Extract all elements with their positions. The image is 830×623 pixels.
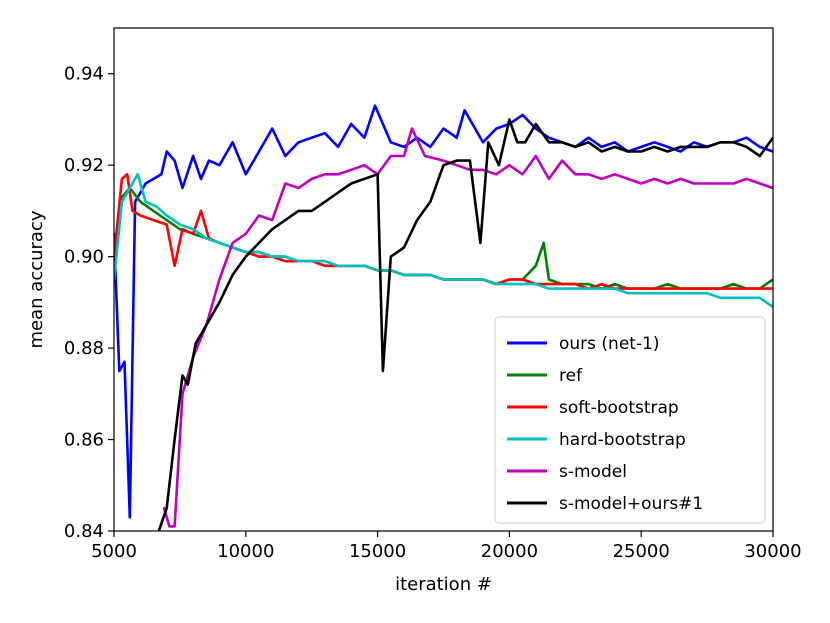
series-line-3 — [114, 173, 773, 309]
x-tick-label-1: 10000 — [217, 541, 274, 562]
series-line-4 — [162, 127, 773, 528]
y-tick-label-1: 0.86 — [64, 430, 104, 451]
legend-label-3: hard-bootstrap — [559, 430, 686, 450]
x-axis-label: iteration # — [395, 574, 492, 595]
legend-label-2: soft-bootstrap — [559, 398, 679, 418]
legend: ours (net-1) ref soft-bootstrap hard-bootst… — [494, 316, 766, 524]
y-tick-label-5: 0.94 — [64, 64, 104, 85]
legend-box — [494, 316, 766, 524]
y-tick-label-3: 0.90 — [64, 247, 104, 268]
y-axis: 0.84 0.86 0.88 0.90 0.92 0.94 — [64, 64, 114, 542]
series-layer — [114, 104, 773, 531]
x-tick-label-5: 30000 — [744, 541, 801, 562]
x-tick-label-2: 15000 — [349, 541, 406, 562]
y-tick-label-4: 0.92 — [64, 155, 104, 176]
y-tick-label-2: 0.88 — [64, 338, 104, 359]
series-line-5 — [157, 118, 773, 531]
legend-label-4: s-model — [559, 462, 627, 482]
plot-frame — [113, 27, 774, 532]
legend-label-1: ref — [559, 366, 583, 386]
x-tick-label-4: 25000 — [613, 541, 670, 562]
x-tick-label-3: 20000 — [481, 541, 538, 562]
legend-label-5: s-model+ours#1 — [559, 494, 703, 514]
series-line-0 — [114, 104, 773, 519]
x-axis: 5000 10000 15000 20000 25000 30000 — [91, 531, 802, 562]
y-tick-label-0: 0.84 — [64, 521, 104, 542]
y-axis-label: mean accuracy — [26, 210, 47, 348]
x-tick-label-0: 5000 — [91, 541, 137, 562]
legend-label-0: ours (net-1) — [559, 334, 660, 354]
